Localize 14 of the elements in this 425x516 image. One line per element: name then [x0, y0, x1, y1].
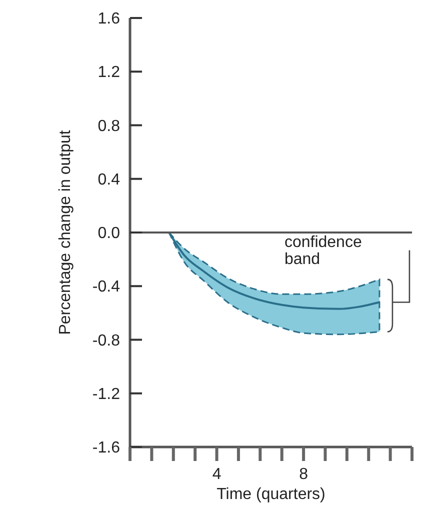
y-tick-label: -0.8	[92, 332, 120, 350]
x-tick-label: 4	[212, 466, 222, 483]
y-tick-label: -0.4	[92, 278, 120, 296]
x-tick-label: 8	[299, 466, 308, 483]
y-tick-label: -1.2	[92, 386, 120, 403]
y-tick-label: 0.4	[98, 171, 120, 188]
y-tick-label: 1.2	[98, 64, 120, 82]
y-tick-label: 1.6	[98, 10, 120, 28]
y-tick-label: -1.6	[92, 440, 120, 457]
y-tick-label: 0.0	[98, 225, 120, 242]
y-axis-title: Percentage change in output	[57, 130, 74, 335]
y-tick-label: 0.8	[98, 118, 120, 135]
x-axis-title: Time (quarters)	[216, 486, 326, 503]
annotation: confidence band	[284, 234, 362, 268]
